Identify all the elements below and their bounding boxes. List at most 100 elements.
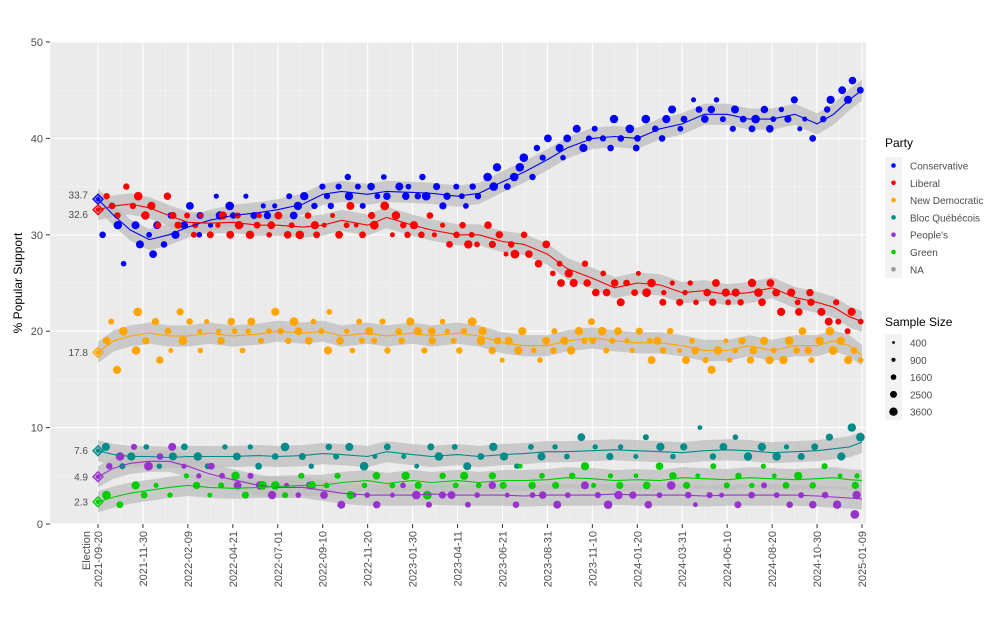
poll-point-new-democratic [326,309,333,315]
poll-point-green [655,462,664,471]
poll-point-conservative [641,114,651,124]
poll-point-conservative [421,191,431,201]
poll-point-green [794,471,803,480]
poll-point-people-s [821,491,829,499]
poll-point-green [782,482,790,489]
poll-point-bloc-quebecois [709,453,717,460]
poll-point-bloc-quebecois [577,433,586,442]
poll-point-people-s [666,481,676,490]
poll-point-new-democratic [102,336,111,345]
legend-label-green: Green [910,248,938,259]
poll-point-green [153,482,159,488]
poll-point-people-s [373,501,381,509]
poll-point-green [282,492,289,499]
poll-point-new-democratic [765,356,774,365]
poll-point-liberal [174,221,182,229]
poll-point-conservative [243,193,249,199]
poll-point-liberal [206,231,214,239]
poll-point-new-democratic [343,328,350,335]
poll-point-people-s [832,500,842,509]
poll-point-liberal [550,270,556,277]
poll-point-liberal [631,289,638,296]
poll-point-liberal [274,211,283,220]
poll-point-bloc-quebecois [633,454,639,459]
poll-point-green [116,501,124,509]
poll-point-new-democratic [231,328,238,335]
poll-point-new-democratic [707,365,716,374]
poll-point-new-democratic [499,357,505,363]
poll-point-bloc-quebecois [101,442,110,451]
legend-size-label: 400 [910,339,927,350]
poll-point-green [488,472,496,480]
poll-point-people-s [438,491,446,499]
poll-point-liberal [583,279,591,287]
poll-point-conservative [719,116,726,123]
poll-point-green [346,491,355,500]
poll-point-new-democratic [398,337,406,345]
poll-point-liberal [777,307,786,316]
poll-point-people-s [706,492,713,499]
poll-point-bloc-quebecois [489,442,498,452]
poll-point-liberal [346,201,355,210]
poll-point-liberal [503,251,509,257]
poll-point-liberal [703,288,711,297]
poll-point-people-s [761,482,768,489]
poll-point-green [167,492,173,498]
poll-point-new-democratic [186,318,193,325]
poll-point-green [499,481,507,489]
poll-point-conservative [367,182,375,191]
poll-point-green [475,482,482,489]
poll-point-liberal [133,191,143,201]
x-tick-label: 2022-11-20 [363,531,375,586]
poll-point-liberal [400,222,407,229]
poll-point-conservative [856,86,864,94]
poll-point-conservative [344,173,351,181]
poll-point-new-democratic [653,336,662,345]
poll-point-conservative [691,97,696,103]
poll-point-conservative [519,153,529,162]
x-tick-label: 2022-09-10 [318,531,330,587]
poll-point-conservative [778,106,785,113]
poll-point-green [241,491,249,499]
poll-point-new-democratic [793,347,800,354]
poll-point-people-s [512,501,520,509]
poll-point-conservative [225,201,234,211]
poll-point-conservative [713,97,720,103]
poll-point-conservative [826,95,835,104]
poll-point-liberal [295,230,305,240]
x-tick-label: 2024-10-30 [812,531,824,587]
poll-point-new-democratic [460,328,468,335]
poll-point-liberal [495,231,503,239]
poll-point-liberal [669,280,675,286]
poll-point-liberal [123,183,130,190]
poll-point-green [854,473,860,479]
election-dot-people-s [95,474,101,479]
poll-point-conservative [579,143,588,153]
poll-point-liberal [141,211,150,220]
poll-point-conservative [695,106,703,113]
poll-point-green [298,472,305,479]
y-tick-label: 20 [31,326,43,338]
poll-point-new-democratic [815,336,824,345]
poll-point-new-democratic [294,327,303,336]
poll-point-new-democratic [142,337,150,345]
poll-point-green [723,482,730,489]
poll-point-new-democratic [825,326,835,336]
poll-point-new-democratic [323,346,333,355]
poll-point-bloc-quebecois [606,452,614,461]
poll-point-liberal [488,240,496,248]
poll-point-liberal [215,222,221,228]
poll-point-green [669,472,677,480]
poll-point-green [271,481,280,490]
poll-point-people-s [320,491,328,499]
poll-point-new-democratic [108,318,115,325]
x-tick-label: 2024-03-31 [677,531,689,587]
poll-point-new-democratic [597,326,607,336]
poll-point-new-democratic [371,337,378,344]
poll-point-green [851,481,859,489]
poll-point-liberal [721,288,730,297]
poll-point-new-democratic [476,336,486,346]
poll-point-people-s [400,482,406,489]
poll-point-green [231,471,240,480]
poll-point-new-democratic [197,347,203,354]
